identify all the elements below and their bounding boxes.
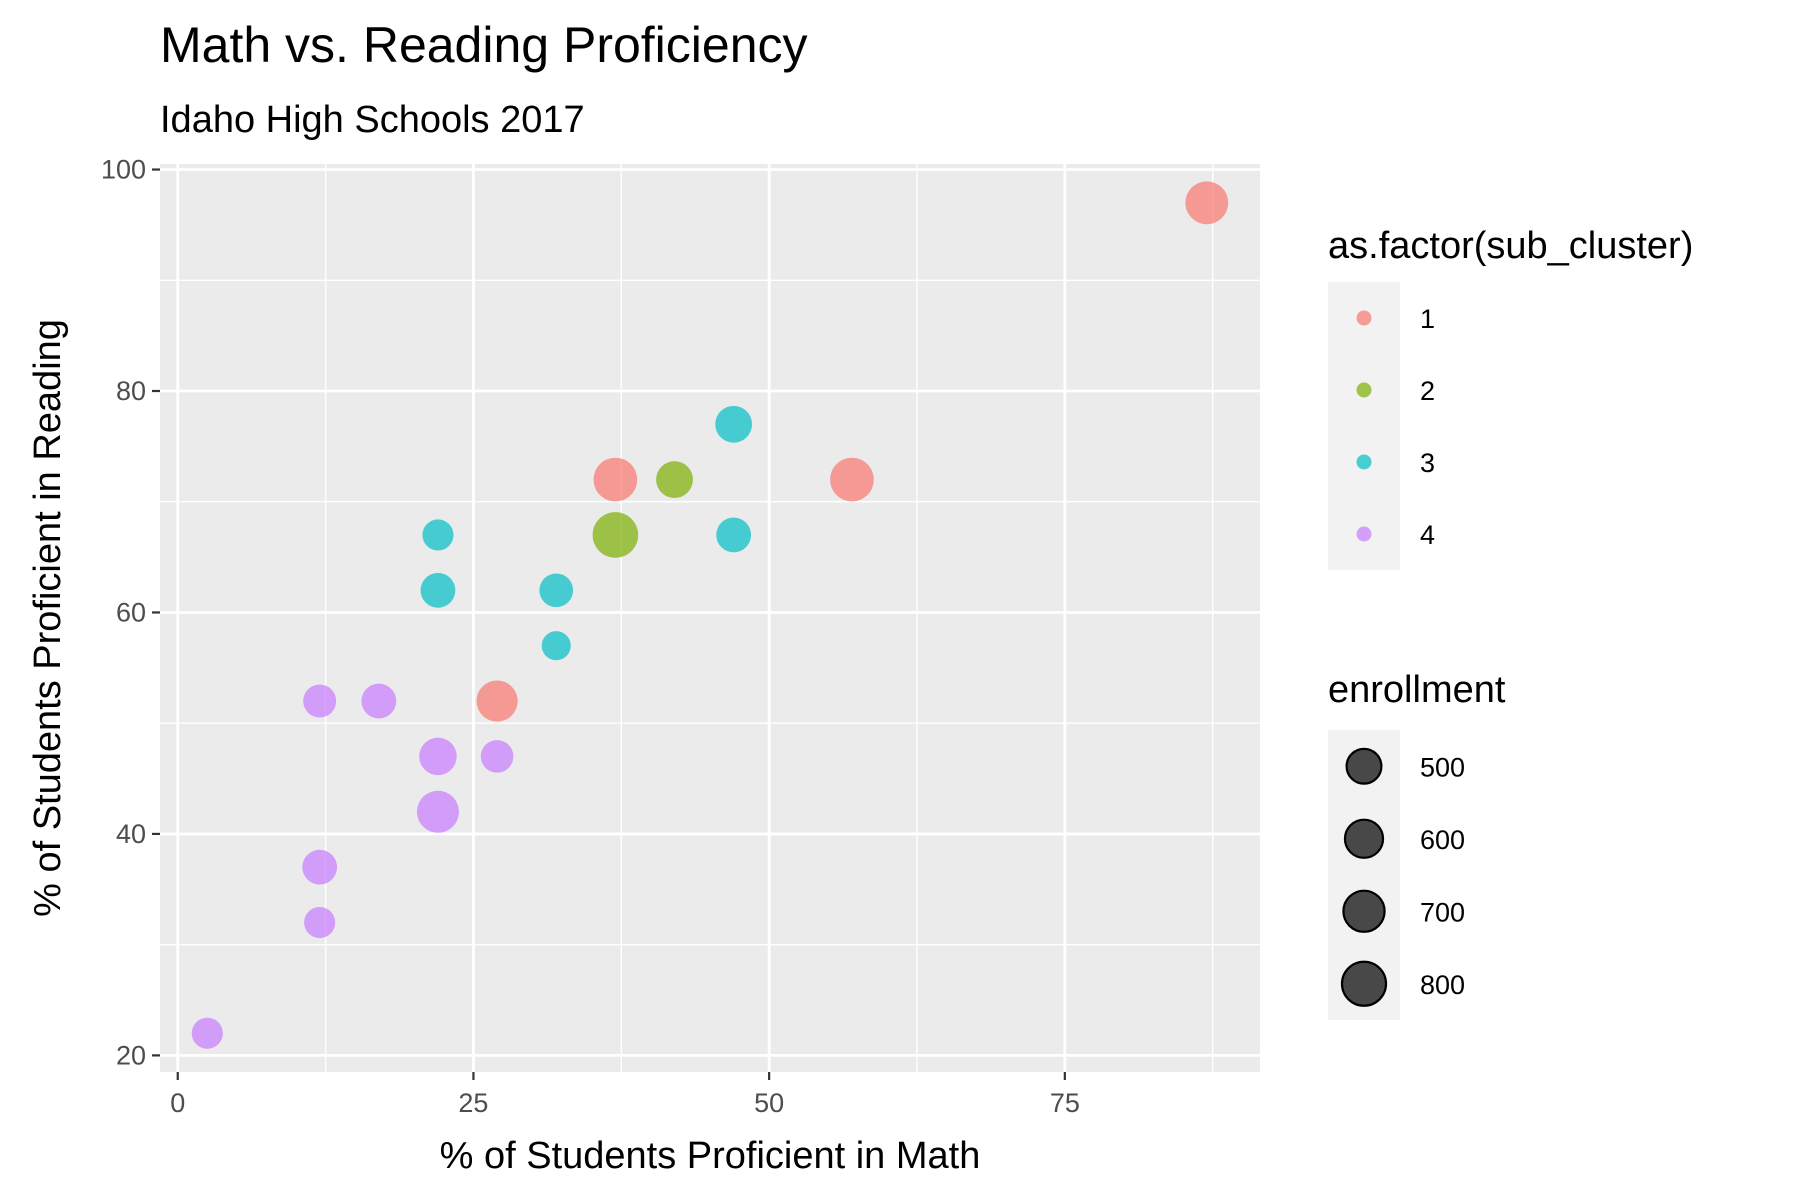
x-tick-label: 50 bbox=[754, 1088, 784, 1118]
x-tick-label: 0 bbox=[170, 1088, 185, 1118]
chart-subtitle: Idaho High Schools 2017 bbox=[160, 99, 585, 141]
data-point bbox=[361, 683, 397, 719]
size-legend-label: 700 bbox=[1420, 897, 1465, 927]
data-point bbox=[476, 680, 518, 722]
size-legend: enrollment 500 600 700 800 bbox=[1328, 669, 1506, 1020]
y-tick-label: 60 bbox=[116, 597, 146, 627]
data-point bbox=[716, 517, 752, 553]
x-axis: 0 25 50 75 bbox=[170, 1072, 1080, 1118]
y-tick-label: 80 bbox=[116, 376, 146, 406]
color-legend: as.factor(sub_cluster) 1 2 3 4 bbox=[1328, 225, 1693, 570]
color-legend-key-background bbox=[1328, 282, 1400, 570]
data-point bbox=[419, 737, 457, 776]
data-point bbox=[303, 684, 337, 718]
size-legend-title: enrollment bbox=[1328, 669, 1506, 711]
major-gridlines bbox=[160, 164, 1260, 1072]
color-legend-label: 3 bbox=[1420, 448, 1435, 478]
size-legend-swatch bbox=[1345, 747, 1383, 785]
y-tick-label: 40 bbox=[116, 819, 146, 849]
data-point bbox=[715, 405, 753, 443]
data-point bbox=[416, 790, 459, 833]
size-legend-swatch bbox=[1343, 818, 1385, 859]
data-point bbox=[656, 461, 693, 498]
y-axis: 20 40 60 80 100 bbox=[101, 155, 160, 1070]
plot-panel bbox=[160, 164, 1260, 1072]
data-point bbox=[1185, 181, 1229, 225]
data-point bbox=[422, 519, 454, 551]
x-tick-label: 75 bbox=[1050, 1088, 1080, 1118]
data-points bbox=[191, 181, 1229, 1049]
chart-title: Math vs. Reading Proficiency bbox=[160, 17, 808, 73]
y-axis-title: % of Students Proficient in Reading bbox=[27, 319, 69, 917]
data-point bbox=[302, 849, 338, 885]
data-point bbox=[541, 631, 571, 661]
color-legend-swatch bbox=[1356, 526, 1372, 542]
y-tick-label: 20 bbox=[116, 1040, 146, 1070]
color-legend-label: 2 bbox=[1420, 376, 1435, 406]
color-legend-swatch bbox=[1356, 454, 1372, 470]
data-point bbox=[420, 572, 456, 608]
y-tick-label: 100 bbox=[101, 155, 146, 185]
data-point bbox=[592, 512, 639, 558]
data-point bbox=[480, 740, 514, 773]
data-point bbox=[593, 457, 638, 502]
data-point bbox=[539, 573, 574, 608]
data-point bbox=[304, 906, 336, 939]
data-point bbox=[191, 1017, 223, 1049]
color-legend-swatch bbox=[1356, 310, 1372, 326]
size-legend-swatch bbox=[1340, 960, 1388, 1007]
data-point bbox=[830, 457, 874, 502]
color-legend-label: 4 bbox=[1420, 520, 1435, 550]
color-legend-swatch bbox=[1356, 382, 1372, 398]
size-legend-label: 800 bbox=[1420, 970, 1465, 1000]
x-axis-title: % of Students Proficient in Math bbox=[440, 1135, 981, 1177]
size-legend-swatch bbox=[1342, 889, 1386, 933]
size-legend-label: 500 bbox=[1420, 752, 1465, 782]
size-legend-label: 600 bbox=[1420, 825, 1465, 855]
color-legend-label: 1 bbox=[1420, 304, 1435, 334]
x-tick-label: 25 bbox=[458, 1088, 488, 1118]
minor-gridlines bbox=[160, 164, 1260, 1072]
color-legend-title: as.factor(sub_cluster) bbox=[1328, 225, 1693, 267]
